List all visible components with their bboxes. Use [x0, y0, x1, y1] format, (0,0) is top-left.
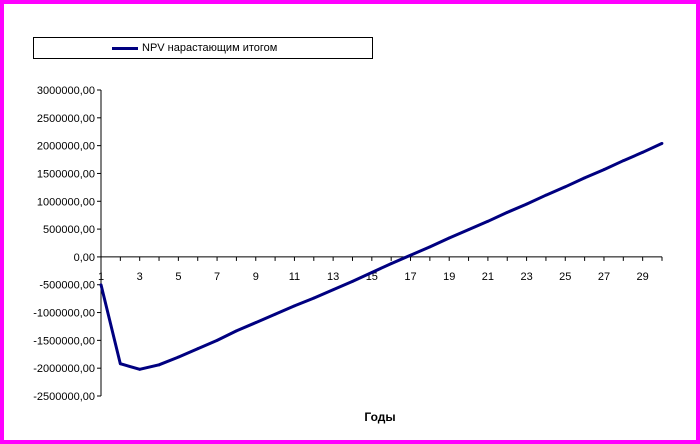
y-tick-label: 2000000,00: [37, 141, 95, 153]
data-point: [157, 363, 161, 367]
y-tick-label: 0,00: [74, 252, 95, 264]
data-point: [505, 211, 509, 214]
y-tick-label: -2500000,00: [33, 391, 95, 403]
x-tick-label: 29: [637, 271, 649, 283]
data-point: [331, 288, 335, 292]
legend-swatch: [112, 46, 138, 50]
y-tick-label: -1000000,00: [33, 308, 95, 320]
data-point: [176, 355, 180, 359]
data-point: [428, 245, 432, 249]
y-tick-label: -2000000,00: [33, 363, 95, 375]
x-tick-label: 17: [404, 271, 416, 283]
legend-label: NPV нарастающим итогом: [142, 42, 278, 54]
x-tick-label: 1: [98, 271, 104, 283]
x-tick-label: 27: [598, 271, 610, 283]
x-tick-label: 5: [175, 271, 181, 283]
data-point: [583, 176, 587, 180]
x-tick-label: 21: [482, 271, 494, 283]
data-point: [138, 367, 142, 371]
x-tick-label: 13: [327, 271, 339, 283]
data-point: [563, 185, 567, 189]
data-point: [602, 168, 606, 171]
x-tick-label: 3: [137, 271, 143, 283]
data-point: [215, 338, 219, 342]
y-tick-label: 3000000,00: [37, 85, 95, 97]
y-tick-label: -1500000,00: [33, 335, 95, 347]
data-point: [254, 321, 258, 324]
data-point: [409, 253, 412, 257]
data-point: [293, 304, 296, 308]
x-tick-label: 19: [443, 271, 455, 283]
y-tick-label: 500000,00: [43, 224, 95, 236]
data-point: [544, 193, 548, 197]
data-point: [486, 219, 490, 223]
x-tick-label: 9: [253, 271, 259, 283]
x-tick-label: 7: [214, 271, 220, 283]
data-point: [621, 159, 625, 163]
x-tick-label: 23: [520, 271, 532, 283]
data-point: [235, 329, 238, 333]
series-line: [99, 142, 663, 371]
y-tick-label: 2500000,00: [37, 113, 95, 125]
data-point: [196, 347, 200, 351]
x-tick-label: 11: [289, 271, 300, 283]
data-point: [467, 228, 470, 232]
y-tick-label: 1000000,00: [37, 196, 95, 208]
data-point: [118, 362, 122, 366]
legend: NPV нарастающим итогом: [33, 37, 373, 59]
data-point: [312, 296, 316, 300]
data-point: [660, 142, 664, 145]
data-point: [641, 150, 645, 154]
x-tick-label: 25: [559, 271, 571, 283]
data-point: [273, 312, 277, 316]
data-point: [370, 271, 374, 274]
data-point: [351, 279, 354, 283]
data-point: [447, 236, 451, 240]
y-tick-label: -500000,00: [39, 280, 95, 292]
data-point: [389, 262, 393, 265]
data-point: [99, 283, 103, 287]
x-axis-label: Годы: [364, 410, 396, 424]
y-tick-label: 1500000,00: [37, 168, 95, 180]
data-point: [525, 202, 528, 206]
